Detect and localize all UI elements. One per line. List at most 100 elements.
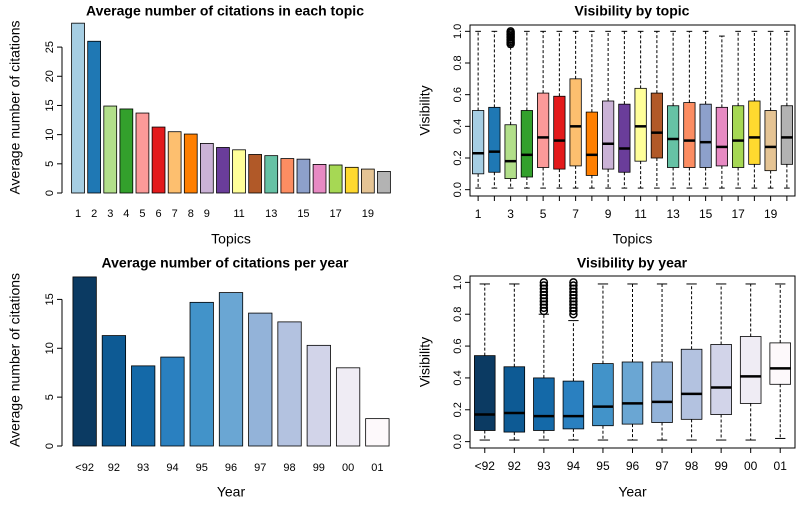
y-tick-label: 1.0 xyxy=(452,24,464,39)
x-tick-label: 95 xyxy=(596,459,610,473)
x-tick-label: 5 xyxy=(540,207,547,221)
box xyxy=(537,92,550,168)
box xyxy=(780,105,793,165)
box xyxy=(748,100,761,165)
x-tick-label: 11 xyxy=(634,207,647,221)
x-tick-label: 3 xyxy=(507,207,514,221)
x-axis-title: Topics xyxy=(613,231,653,247)
box xyxy=(472,110,485,175)
y-tick-label: 0.0 xyxy=(452,434,464,449)
x-tick-label: 97 xyxy=(254,462,266,474)
y-tick-label: 0 xyxy=(44,190,56,196)
bar xyxy=(131,365,156,447)
outlier xyxy=(539,278,549,287)
x-tick-label: 17 xyxy=(330,208,342,220)
y-tick-label: 0.2 xyxy=(452,402,464,417)
bar xyxy=(72,276,97,447)
y-tick-label: 15 xyxy=(44,293,56,305)
bar xyxy=(280,158,295,194)
x-tick-label: 7 xyxy=(172,208,178,220)
box xyxy=(503,366,526,433)
x-tick-label: 00 xyxy=(744,459,758,473)
bar xyxy=(361,168,375,194)
x-tick-label: 1 xyxy=(75,208,81,220)
box xyxy=(520,110,533,178)
chart-title: Visibility by year xyxy=(577,255,688,271)
x-tick-label: 6 xyxy=(155,208,161,220)
bar xyxy=(377,171,391,194)
bar xyxy=(328,164,343,194)
y-axis-title: Average number of citations xyxy=(7,20,23,194)
x-tick-label: <92 xyxy=(475,459,496,473)
box xyxy=(715,106,728,167)
bar xyxy=(248,154,262,194)
y-tick-label: 0.0 xyxy=(452,182,464,197)
bar xyxy=(189,301,214,447)
box xyxy=(488,106,501,173)
box xyxy=(621,361,644,425)
box xyxy=(667,105,680,168)
box xyxy=(553,95,566,170)
bar xyxy=(135,112,150,194)
y-tick-label: 0.4 xyxy=(452,119,464,134)
y-tick-label: 0.2 xyxy=(452,150,464,165)
x-tick-label: 13 xyxy=(265,208,277,220)
outlier xyxy=(506,27,515,36)
bar xyxy=(312,164,327,194)
bar xyxy=(248,312,273,447)
y-tick-label: 10 xyxy=(44,129,56,141)
box xyxy=(769,342,791,385)
y-tick-label: 0.4 xyxy=(452,370,464,385)
x-tick-label: 1 xyxy=(475,207,482,221)
y-tick-label: 5 xyxy=(44,161,56,167)
box xyxy=(504,124,517,179)
bar xyxy=(71,22,85,194)
bar xyxy=(200,142,214,194)
box xyxy=(650,92,663,159)
x-axis-title: Topics xyxy=(211,231,251,247)
bar xyxy=(335,367,361,447)
box xyxy=(592,363,614,427)
box xyxy=(699,103,712,168)
box xyxy=(474,355,496,431)
x-tick-label: 94 xyxy=(166,462,178,474)
y-tick-label: 0.6 xyxy=(452,87,464,102)
bar xyxy=(277,321,302,447)
box xyxy=(562,380,585,430)
outlier xyxy=(569,278,578,287)
bar xyxy=(167,131,182,194)
box xyxy=(680,348,703,420)
x-tick-label: 99 xyxy=(313,462,325,474)
x-axis-title: Year xyxy=(217,484,246,500)
box xyxy=(602,100,615,170)
x-tick-label: 3 xyxy=(107,208,113,220)
bar xyxy=(264,155,279,194)
x-tick-label: 97 xyxy=(655,459,669,473)
y-tick-label: 10 xyxy=(44,342,56,354)
x-tick-label: 01 xyxy=(371,462,383,474)
x-tick-label: 99 xyxy=(714,459,728,473)
x-tick-label: 17 xyxy=(731,207,745,221)
bar xyxy=(183,133,198,194)
x-tick-label: 98 xyxy=(685,459,699,473)
bar xyxy=(160,356,185,447)
box xyxy=(533,377,555,431)
y-tick-label: 0.6 xyxy=(452,338,464,353)
box xyxy=(585,111,598,176)
x-tick-label: 19 xyxy=(362,208,374,220)
x-tick-label: <92 xyxy=(75,462,94,474)
bar xyxy=(296,158,311,194)
box xyxy=(683,102,696,168)
x-tick-label: 00 xyxy=(342,462,354,474)
x-tick-label: 15 xyxy=(297,208,309,220)
y-tick-label: 1.0 xyxy=(452,275,464,290)
x-tick-label: 2 xyxy=(91,208,97,220)
chart-title: Visibility by topic xyxy=(575,3,690,19)
box xyxy=(651,361,673,423)
box xyxy=(739,336,762,404)
y-axis-title: Visibility xyxy=(417,85,433,135)
x-tick-label: 92 xyxy=(108,462,120,474)
bar xyxy=(232,149,246,194)
x-tick-label: 96 xyxy=(626,459,640,473)
